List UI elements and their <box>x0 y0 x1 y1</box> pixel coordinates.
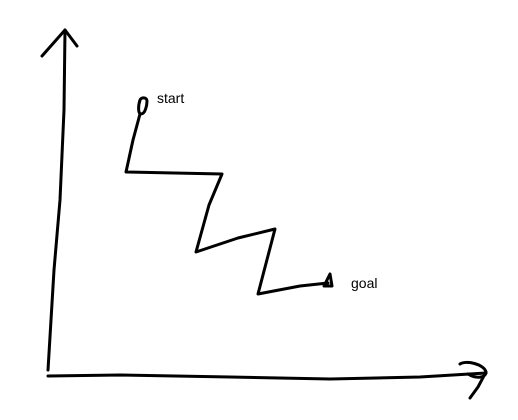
goal-marker <box>322 272 334 288</box>
y-axis-line <box>46 28 67 372</box>
start-label: start <box>157 90 184 106</box>
x-axis-arrowhead <box>458 360 488 400</box>
x-axis-line <box>46 371 488 381</box>
start-marker <box>137 96 149 116</box>
zigzag-path <box>124 112 330 296</box>
y-axis-arrowhead <box>40 28 79 58</box>
goal-label: goal <box>351 275 377 291</box>
